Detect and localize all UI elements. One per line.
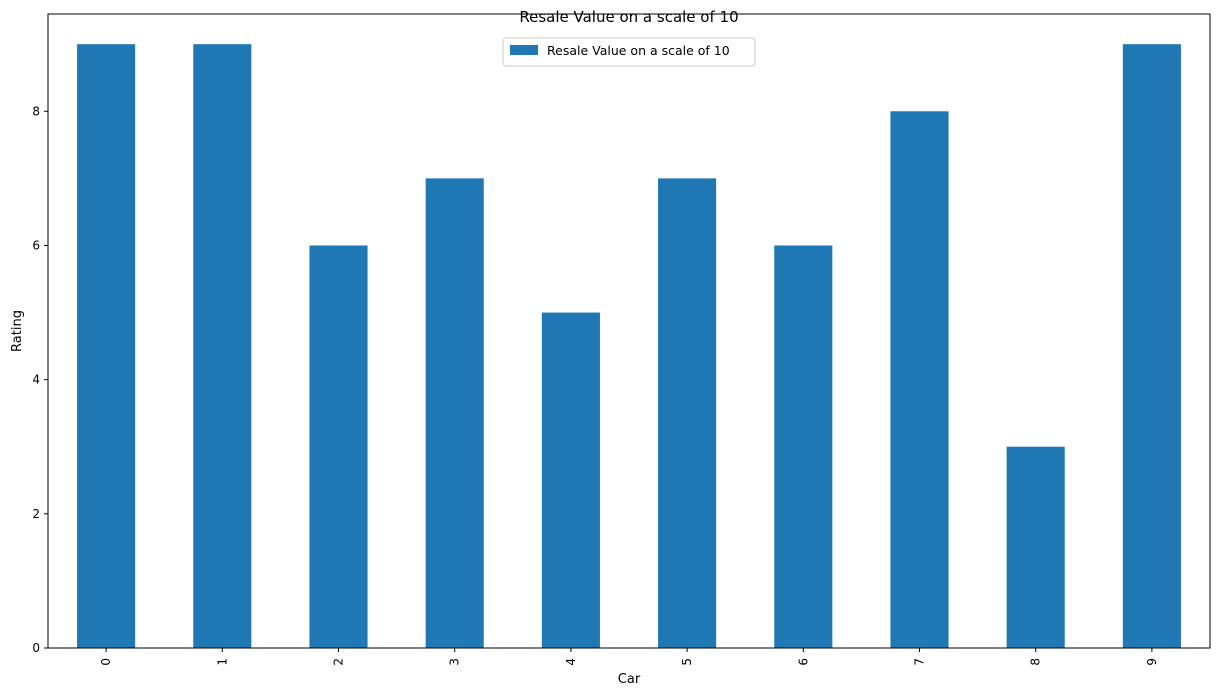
x-tick-label-5: 5 xyxy=(680,658,694,666)
legend-swatch xyxy=(510,45,538,55)
y-tick-label-6: 6 xyxy=(32,238,40,252)
plot-frame xyxy=(47,13,1211,649)
y-tick-label-2: 2 xyxy=(32,507,40,521)
y-tick-label-8: 8 xyxy=(32,104,40,118)
bar-0 xyxy=(77,44,136,648)
x-tick-label-6: 6 xyxy=(796,658,810,666)
y-axis-label: Rating xyxy=(10,310,25,352)
bar-5 xyxy=(658,178,717,649)
bar-6 xyxy=(774,245,833,648)
bar-2 xyxy=(309,245,368,648)
x-tick-label-3: 3 xyxy=(448,658,462,666)
legend-box xyxy=(502,37,756,67)
x-axis-label: Car xyxy=(618,672,641,687)
bar-8 xyxy=(1006,446,1065,648)
bar-1 xyxy=(193,44,252,648)
legend: Resale Value on a scale of 10 xyxy=(502,37,756,67)
bar-7 xyxy=(890,111,949,649)
legend-label: Resale Value on a scale of 10 xyxy=(547,43,730,58)
x-tick-label-7: 7 xyxy=(913,658,927,666)
y-tick-label-4: 4 xyxy=(32,373,40,387)
x-tick-label-0: 0 xyxy=(99,658,113,666)
bar-3 xyxy=(425,178,484,649)
y-axis: 0 2 4 6 8 xyxy=(32,104,48,655)
y-tick-label-0: 0 xyxy=(32,641,40,655)
x-tick-label-1: 1 xyxy=(215,658,229,666)
x-tick-label-9: 9 xyxy=(1145,658,1159,666)
bar-9 xyxy=(1122,44,1181,648)
x-tick-label-2: 2 xyxy=(332,658,346,666)
x-tick-label-8: 8 xyxy=(1029,658,1043,666)
bars-group xyxy=(77,44,1181,649)
bar-4 xyxy=(541,312,600,648)
x-tick-label-4: 4 xyxy=(564,658,578,666)
x-axis: 0 1 2 3 4 5 6 7 8 9 xyxy=(99,648,1159,666)
chart-title: Resale Value on a scale of 10 xyxy=(519,8,738,26)
